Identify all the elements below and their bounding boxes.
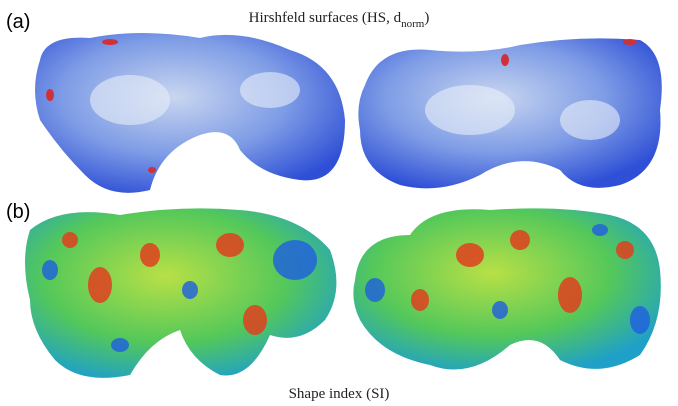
surface [35, 33, 345, 193]
panel-title: Shape index (SI) [289, 386, 390, 402]
panel-label: (a) [6, 11, 30, 33]
panel-label: (b) [6, 201, 30, 223]
title-text: Hirshfeld surfaces (HS, d [249, 10, 402, 26]
title-suffix: ) [424, 10, 429, 26]
panel-title: Hirshfeld surfaces (HS, dnorm) [249, 10, 430, 30]
page: (a) Hirshfeld surfaces (HS, dnorm) (b) S… [0, 0, 678, 406]
figure: (a) Hirshfeld surfaces (HS, dnorm) (b) S… [0, 0, 678, 406]
title-subscript: norm [401, 18, 425, 30]
surface [353, 208, 660, 369]
